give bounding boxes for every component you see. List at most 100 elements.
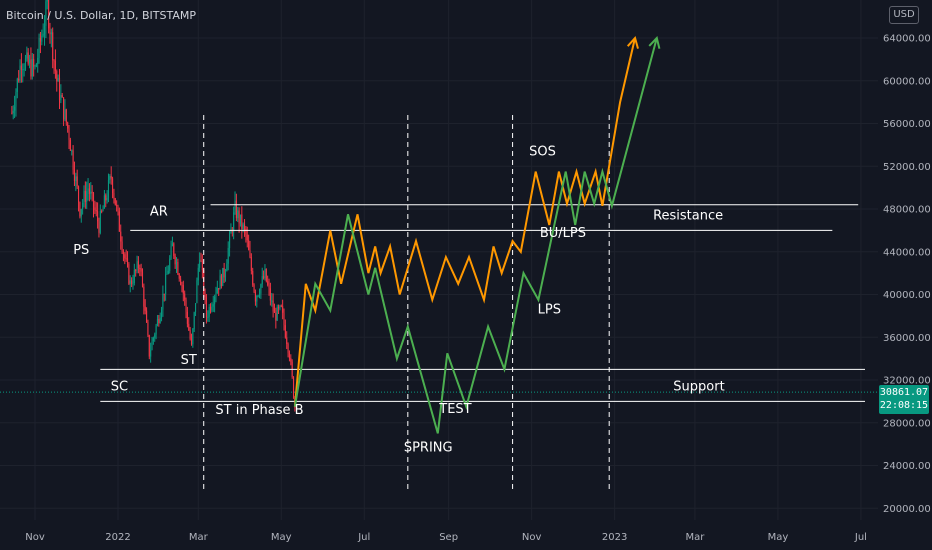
candle-body bbox=[14, 106, 16, 111]
candle-body bbox=[265, 268, 267, 282]
candle-body bbox=[243, 224, 246, 229]
candle-body bbox=[141, 271, 144, 287]
candle-body bbox=[41, 35, 43, 42]
candle-body bbox=[263, 276, 265, 279]
price-axis-tick: 40000.00 bbox=[883, 290, 931, 301]
candle-body bbox=[278, 306, 280, 309]
candle-body bbox=[248, 240, 250, 251]
candle-body bbox=[16, 78, 18, 92]
candle-body bbox=[76, 176, 78, 187]
candle-body bbox=[60, 95, 62, 101]
candle-body bbox=[205, 297, 207, 318]
candle-body bbox=[215, 293, 217, 297]
last-price: 30861.07 bbox=[879, 387, 929, 398]
candles bbox=[11, 0, 296, 412]
candle-body bbox=[174, 255, 176, 265]
price-axis-tick: 64000.00 bbox=[883, 34, 931, 45]
time-axis-tick: Jul bbox=[854, 532, 867, 543]
candle-body bbox=[19, 65, 21, 81]
candle-body bbox=[65, 109, 67, 123]
candle-body bbox=[159, 317, 161, 323]
candle-body bbox=[57, 77, 59, 82]
candle-body bbox=[112, 178, 114, 194]
candle-body bbox=[283, 312, 285, 326]
candle-body bbox=[192, 328, 194, 345]
price-axis-tick: 48000.00 bbox=[883, 205, 931, 216]
annotation-label: ST in Phase B bbox=[215, 403, 303, 418]
candle-body bbox=[63, 97, 65, 120]
candle-body bbox=[279, 305, 281, 309]
candle-body bbox=[43, 25, 46, 34]
price-axis[interactable]: 20000.00 24000.00 28000.00 32000.00 36000.00… bbox=[878, 0, 932, 550]
candle-body bbox=[121, 241, 123, 252]
candle-body bbox=[273, 311, 276, 313]
candle-body bbox=[54, 60, 56, 72]
candle-body bbox=[241, 214, 243, 229]
time-axis-tick: Mar bbox=[189, 532, 209, 543]
candle-body bbox=[253, 284, 255, 292]
candle-body bbox=[94, 207, 96, 211]
candle-body bbox=[105, 195, 107, 201]
candle-body bbox=[204, 294, 206, 298]
candle-body bbox=[35, 64, 37, 67]
candle-body bbox=[190, 338, 193, 345]
candle-body bbox=[280, 305, 282, 307]
time-axis-tick: Nov bbox=[522, 532, 542, 543]
last-price-tag: 30861.07 22:08:15 bbox=[879, 385, 929, 414]
level-lines bbox=[0, 204, 878, 402]
time-axis[interactable]: Nov 2022 Mar May Jul Sep Nov 2023 Mar May Jul bbox=[25, 532, 867, 543]
candle-body bbox=[147, 322, 149, 336]
candle-body bbox=[61, 95, 63, 98]
candle-body bbox=[107, 180, 110, 198]
price-axis-tick: 60000.00 bbox=[883, 76, 931, 87]
candle-body bbox=[223, 268, 225, 278]
candle-body bbox=[86, 191, 88, 202]
candle-body bbox=[173, 243, 175, 256]
candle-body bbox=[239, 214, 242, 224]
candle-body bbox=[30, 59, 32, 77]
orange-projection-arrowhead bbox=[626, 35, 639, 49]
candle-body bbox=[53, 60, 55, 62]
candle-body bbox=[197, 267, 199, 281]
candle-body bbox=[185, 299, 187, 312]
chart-title: Bitcoin / U.S. Dollar, 1D, BITSTAMP bbox=[6, 9, 196, 22]
candle-body bbox=[258, 293, 261, 296]
candle-body bbox=[275, 312, 277, 321]
candle-body bbox=[184, 293, 186, 300]
candle-body bbox=[38, 37, 40, 58]
candle-body bbox=[118, 211, 120, 232]
candle-body bbox=[58, 77, 61, 101]
price-axis-tick: 28000.00 bbox=[883, 418, 931, 429]
candle-body bbox=[292, 376, 295, 398]
candle-body bbox=[235, 200, 237, 219]
candle-body bbox=[52, 32, 54, 61]
candle-body bbox=[73, 169, 76, 182]
candle-body bbox=[181, 284, 183, 286]
candle-body bbox=[233, 212, 235, 232]
candle-body bbox=[133, 270, 135, 284]
candle-body bbox=[271, 300, 273, 302]
candle-body bbox=[125, 258, 127, 260]
candle-body bbox=[101, 211, 103, 213]
candle-body bbox=[42, 33, 44, 36]
candle-body bbox=[189, 330, 191, 339]
price-axis-tick: 24000.00 bbox=[883, 461, 931, 472]
candle-body bbox=[170, 246, 172, 259]
currency-button[interactable]: USD bbox=[889, 6, 919, 24]
candle-body bbox=[99, 211, 101, 233]
candle-body bbox=[188, 323, 190, 331]
time-axis-tick: 2023 bbox=[602, 532, 627, 543]
orange-projection bbox=[293, 37, 636, 407]
candle-body bbox=[226, 263, 228, 272]
candle-body bbox=[201, 261, 203, 271]
candle-body bbox=[200, 259, 202, 262]
time-axis-tick: May bbox=[768, 532, 789, 543]
candle-body bbox=[156, 318, 159, 326]
candle-body bbox=[87, 188, 89, 192]
candle-body bbox=[136, 261, 138, 271]
candle-body bbox=[84, 190, 86, 202]
candle-body bbox=[242, 224, 244, 229]
candle-body bbox=[195, 303, 197, 313]
